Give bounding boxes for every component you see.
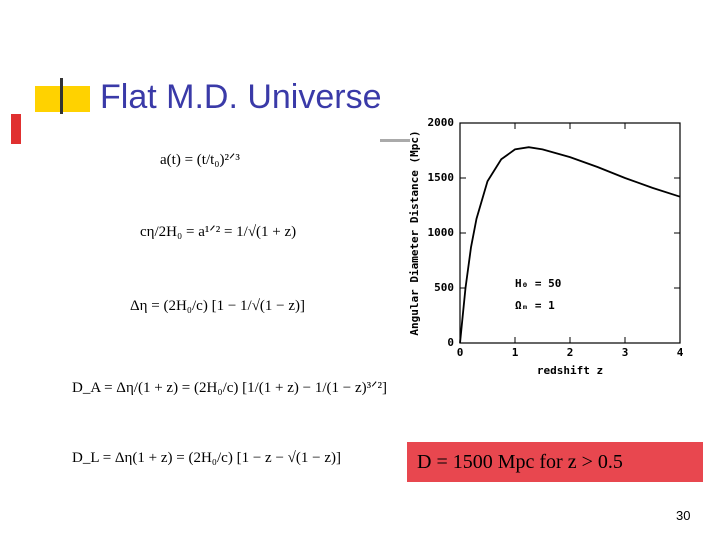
y-tick-label: 1500: [428, 171, 455, 184]
equation: a(t) = (t/t₀)²ᐟ³: [160, 152, 240, 168]
plot-frame: [459, 122, 681, 344]
data-line: [459, 146, 681, 344]
x-tick-label: 1: [512, 346, 519, 359]
x-tick-label: 3: [622, 346, 629, 359]
y-tick-label: 500: [434, 281, 454, 294]
x-tick-label: 0: [457, 346, 464, 359]
equation: D_L = Δη(1 + z) = (2H₀/c) [1 − z − √(1 −…: [72, 450, 341, 466]
y-axis-label: Angular Diameter Distance (Mpc): [408, 130, 421, 335]
slide-title: Flat M.D. Universe: [100, 78, 382, 116]
chart: 0 500 1000 1500 2000 0 1 2 3 4 redshift z Angular D…: [408, 116, 684, 377]
y-tick-label: 1000: [428, 226, 455, 239]
page-number: 30: [676, 508, 691, 523]
x-tick-label: 2: [567, 346, 574, 359]
equation: Δη = (2H₀/c) [1 − 1/√(1 − z)]: [130, 298, 306, 314]
annotation: H₀ = 50: [515, 277, 561, 290]
decor: [11, 114, 21, 144]
x-tick-label: 4: [677, 346, 684, 359]
y-tick-label: 2000: [428, 116, 455, 129]
equation: cη/2H₀ = a¹ᐟ² = 1/√(1 + z): [140, 224, 297, 240]
decor: [380, 139, 410, 142]
annotation: Ωₘ = 1: [515, 299, 555, 312]
note: D = 1500 Mpc for z > 0.5: [407, 442, 703, 482]
decor: [60, 78, 63, 114]
equation: D_A = Δη/(1 + z) = (2H₀/c) [1/(1 + z) − …: [72, 380, 387, 396]
y-tick-label: 0: [447, 336, 454, 349]
x-axis-label: redshift z: [537, 364, 603, 377]
